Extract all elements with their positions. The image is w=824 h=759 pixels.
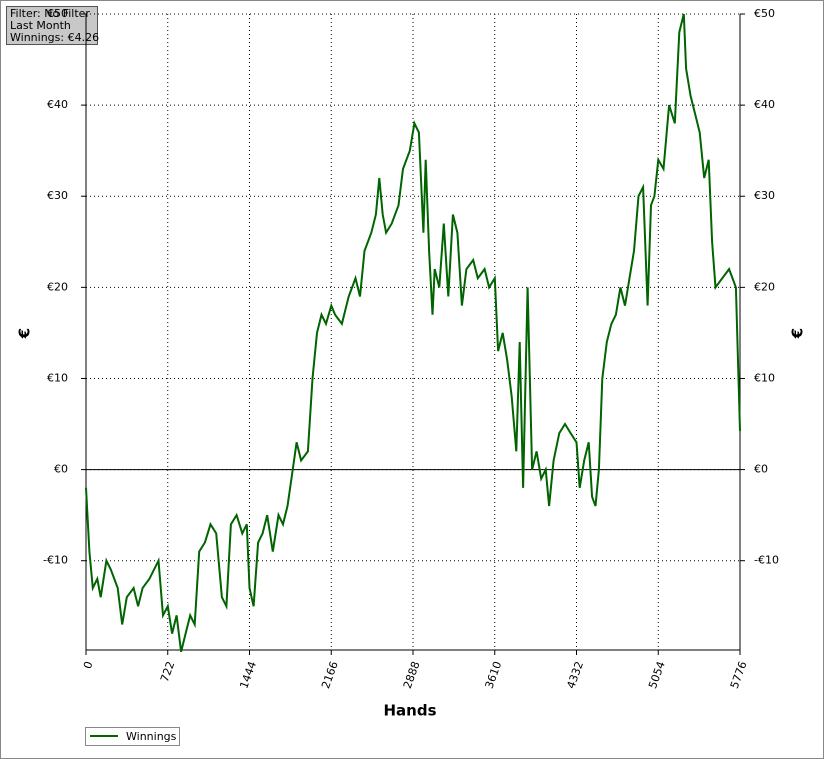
winnings-line [85, 13, 741, 653]
info-period: Last Month [10, 19, 71, 32]
y-tick-label: €10 [47, 371, 68, 384]
y2-tick-label: €40 [754, 98, 775, 111]
y2-axis-title: € [789, 328, 807, 339]
y2-tick-label: €20 [754, 280, 775, 293]
info-box [6, 6, 98, 45]
y-tick-label: €30 [47, 189, 68, 202]
info-winnings: Winnings: €4.26 [10, 31, 99, 44]
y2-tick-label: €50 [754, 7, 775, 20]
y-tick-label: €20 [47, 280, 68, 293]
y2-tick-label: -€10 [754, 554, 779, 567]
x-axis-title: Hands [383, 702, 436, 720]
y-tick-label: -€10 [43, 554, 68, 567]
info-filter: Filter: No Filter [10, 7, 90, 20]
legend-box [85, 727, 180, 746]
x-tick-label: 0 [81, 660, 96, 671]
legend-label: Winnings [126, 730, 177, 743]
y2-tick-label: €30 [754, 189, 775, 202]
y2-tick-label: €0 [754, 463, 768, 476]
y-axis-title: € [16, 328, 34, 339]
y-tick-label: €50 [47, 7, 68, 20]
y-tick-label: €40 [47, 98, 68, 111]
y-tick-label: €0 [54, 463, 68, 476]
y2-tick-label: €10 [754, 371, 775, 384]
